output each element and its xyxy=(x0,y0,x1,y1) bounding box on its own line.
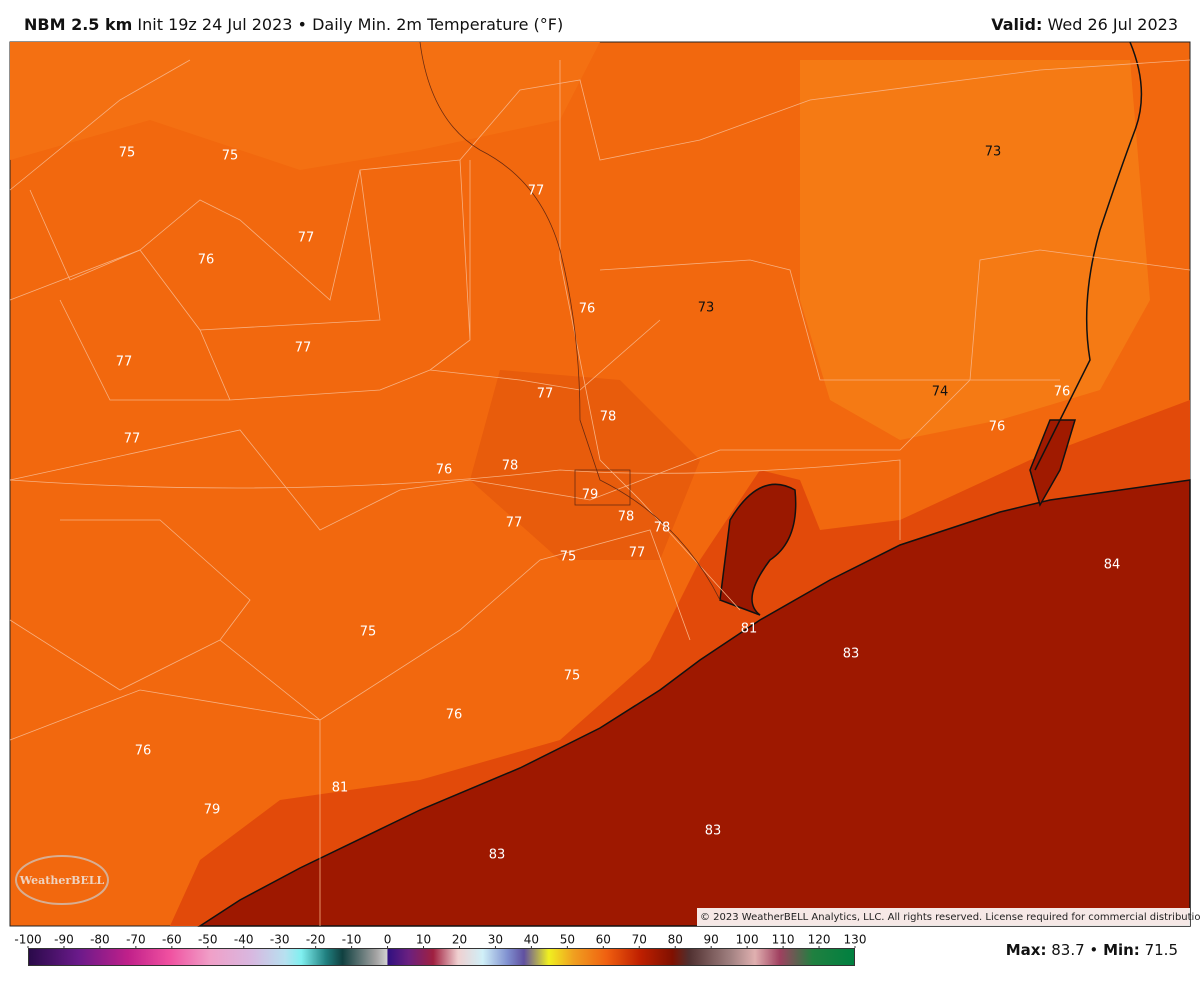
shade xyxy=(800,60,1150,440)
temperature-label: 83 xyxy=(705,824,722,839)
colorbar-tick-label: -40 xyxy=(234,933,254,947)
gulf xyxy=(197,479,1191,927)
temperature-label: 76 xyxy=(579,302,596,317)
temperature-label: 75 xyxy=(360,625,377,640)
colorbar-tick-label: 50 xyxy=(560,933,575,947)
river-border xyxy=(1034,41,1143,471)
temperature-label: 76 xyxy=(989,420,1006,435)
colorbar-tick-label: 70 xyxy=(632,933,647,947)
temperature-label: 76 xyxy=(1054,385,1071,400)
min-label: Min: xyxy=(1103,941,1140,959)
colorbar-tick-label: 60 xyxy=(596,933,611,947)
min-value: 71.5 xyxy=(1144,941,1178,959)
max-value: 83.7 xyxy=(1051,941,1085,959)
temperature-label: 77 xyxy=(124,432,141,447)
temperature-label: 83 xyxy=(489,848,506,863)
road xyxy=(419,41,721,601)
colorbar-tick-label: -30 xyxy=(270,933,290,947)
description: Init 19z 24 Jul 2023 • Daily Min. 2m Tem… xyxy=(137,15,564,34)
temperature-label: 73 xyxy=(698,301,715,316)
watermark-logo xyxy=(15,855,109,905)
lake xyxy=(1029,419,1077,507)
temperature-label: 76 xyxy=(198,253,215,268)
temperature-label: 75 xyxy=(119,146,136,161)
temperature-label: 78 xyxy=(502,459,519,474)
colorbar-tick-label: 0 xyxy=(384,933,392,947)
colorbar xyxy=(28,948,855,966)
temperature-label: 75 xyxy=(564,669,581,684)
colorbar-tick-label: 110 xyxy=(772,933,795,947)
colorbar-tick-label: 80 xyxy=(668,933,683,947)
temperature-label: 77 xyxy=(295,341,312,356)
colorbar-tick-label: 10 xyxy=(416,933,431,947)
watermark: WeatherBELL xyxy=(19,874,105,887)
colorbar-tick-label: -20 xyxy=(306,933,326,947)
colorbar-tick-label: 90 xyxy=(704,933,719,947)
temperature-label: 75 xyxy=(560,550,577,565)
temperature-label: 77 xyxy=(116,355,133,370)
copyright-bg xyxy=(697,908,1190,926)
colorbar-tick-label: 120 xyxy=(808,933,831,947)
temperature-label: 76 xyxy=(436,463,453,478)
separator: • xyxy=(1089,941,1099,959)
valid-label: Valid: xyxy=(991,15,1043,34)
temperature-label: 81 xyxy=(332,781,349,796)
header-left: NBM 2.5 km Init 19z 24 Jul 2023 • Daily … xyxy=(24,15,563,34)
stats: Max: 83.7 • Min: 71.5 xyxy=(1006,941,1178,959)
colorbar-tick-label: 20 xyxy=(452,933,467,947)
temperature-label: 77 xyxy=(528,184,545,199)
header-right: Valid: Wed 26 Jul 2023 xyxy=(991,15,1178,34)
temperature-label: 78 xyxy=(654,521,671,536)
colorbar-tick-label: -50 xyxy=(198,933,218,947)
temperature-label: 77 xyxy=(506,516,523,531)
temperature-label: 75 xyxy=(222,149,239,164)
colorbar-tick-label: -60 xyxy=(162,933,182,947)
temperature-label: 78 xyxy=(618,510,635,525)
colorbar-tick-label: -10 xyxy=(342,933,362,947)
temperature-label: 77 xyxy=(298,231,315,246)
temperature-label: 84 xyxy=(1104,558,1121,573)
colorbar-tick-label: -100 xyxy=(14,933,41,947)
max-label: Max: xyxy=(1005,941,1047,959)
colorbar-tick-label: 130 xyxy=(844,933,867,947)
temperature-label: 76 xyxy=(446,708,463,723)
model: NBM 2.5 km xyxy=(24,15,133,34)
temperature-label: 81 xyxy=(741,622,758,637)
county-lines xyxy=(9,59,1191,926)
temperature-label: 78 xyxy=(600,410,617,425)
temperature-label: 77 xyxy=(537,387,554,402)
temperature-label: 79 xyxy=(582,488,599,503)
colorbar-tick-label: 40 xyxy=(524,933,539,947)
temperature-label: 77 xyxy=(629,546,646,561)
colorbar-tick-label: -80 xyxy=(90,933,110,947)
colorbar-tick-label: 100 xyxy=(736,933,759,947)
shade xyxy=(10,42,600,170)
temperature-label: 76 xyxy=(135,744,152,759)
temperature-label: 83 xyxy=(843,647,860,662)
copyright: © 2023 WeatherBELL Analytics, LLC. All r… xyxy=(700,912,1200,923)
temperature-label: 73 xyxy=(985,145,1002,160)
bay xyxy=(719,483,797,616)
colorbar-tick-label: -90 xyxy=(54,933,74,947)
colorbar-tick-label: -70 xyxy=(126,933,146,947)
shade xyxy=(470,370,700,560)
city-outline xyxy=(574,469,631,506)
temperature-label: 74 xyxy=(932,385,949,400)
colorbar-tick-label: 30 xyxy=(488,933,503,947)
temperature-label: 79 xyxy=(204,803,221,818)
valid-date: Wed 26 Jul 2023 xyxy=(1047,15,1178,34)
